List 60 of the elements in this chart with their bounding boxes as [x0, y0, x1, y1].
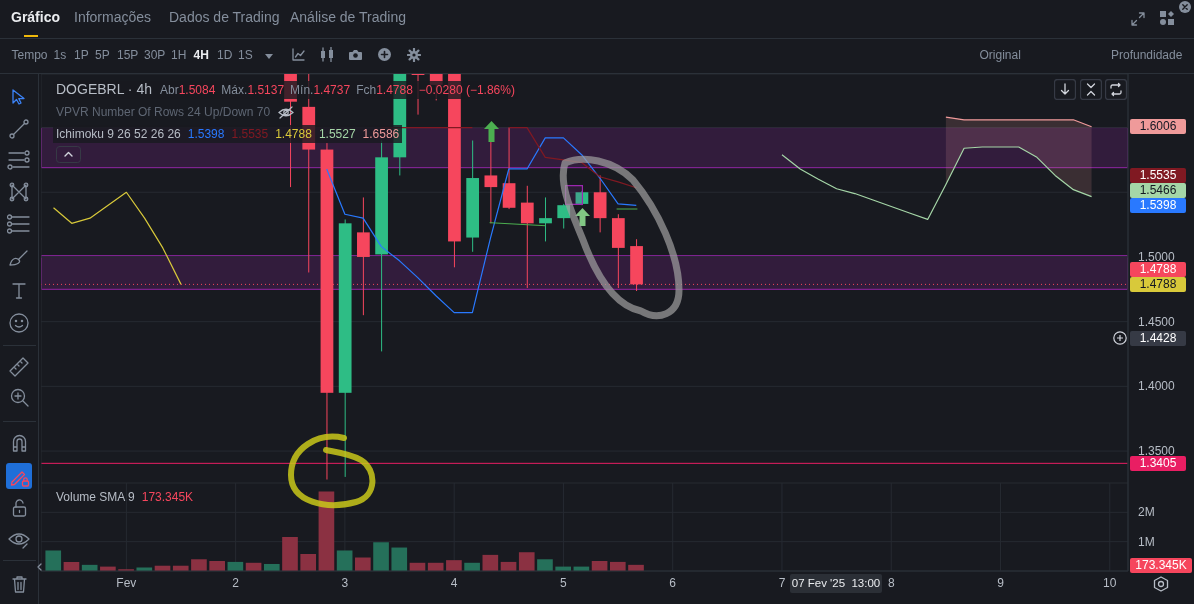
x-tick-label: Fev: [116, 576, 137, 590]
text: Informações: [74, 8, 152, 26]
annotation: 1.4737: [313, 83, 351, 97]
annotation: 1.6586: [362, 127, 400, 141]
x-tick-label: 3: [341, 576, 349, 590]
y-tick-label: 1.5000: [1138, 249, 1176, 264]
x-tick-label: 8: [887, 576, 895, 590]
text: 1.4788: [1130, 276, 1186, 292]
annotation: 173.345K: [141, 490, 194, 504]
x-tick-label: 6: [669, 576, 677, 590]
ref-line-label: 1.3405: [1130, 455, 1186, 471]
annotation: 1.5535: [231, 127, 269, 141]
text: 4H: [193, 47, 209, 63]
text: Análise de Trading: [290, 8, 406, 26]
text: 1.5466: [1130, 182, 1186, 198]
text: DOGEBRL · 4h: [56, 81, 152, 97]
y-tick-label: 1M: [1138, 534, 1155, 549]
y-tick-label: 1.4000: [1138, 379, 1176, 394]
annotation: 1.5527: [318, 127, 356, 141]
annotation: 1.4788: [275, 127, 312, 141]
annotation: Fch: [356, 83, 377, 97]
text: VPVR Number Of Rows 24 Up/Down 70: [56, 105, 271, 119]
annotation: 1.5398: [187, 127, 225, 141]
text: 15P: [117, 47, 139, 63]
legend-title: Ichimoku 9 26 52 26 26: [56, 127, 181, 141]
y-tick-label: 2M: [1138, 505, 1155, 520]
text: 1D: [217, 47, 233, 63]
x-tick-label: 4: [450, 576, 458, 590]
annotation: −0.0280 (−1.86%): [418, 83, 515, 97]
x-tick-label: 7: [778, 576, 786, 590]
text: Profundidade: [1111, 47, 1183, 63]
text: 5P: [95, 47, 110, 63]
text: 1.5398: [1130, 197, 1186, 213]
annotation: Mín.: [290, 83, 314, 97]
text: 1P: [74, 47, 89, 63]
annotation: Máx.: [221, 83, 248, 97]
annotation: Abr: [159, 83, 179, 97]
text: Tempo: [11, 47, 48, 63]
text: 1S: [238, 47, 253, 63]
text: 1s: [53, 47, 67, 63]
text: 1.5535: [1130, 167, 1186, 183]
x-tick-label: 10: [1103, 576, 1117, 590]
text: Dados de Trading: [169, 8, 280, 26]
text: 173.345K: [1135, 557, 1187, 572]
annotation: 1.4788: [376, 83, 413, 97]
text: 1.4428: [1130, 330, 1186, 346]
text: Volume SMA 9: [56, 490, 135, 504]
text: 1H: [171, 47, 187, 63]
text: Gráfico: [11, 8, 61, 26]
x-tick-label: 2: [232, 576, 240, 590]
text: Original: [979, 47, 1021, 63]
annotation: 1.5084: [178, 83, 216, 97]
annotation: 1.5137: [247, 83, 285, 97]
x-tick-label: 9: [997, 576, 1005, 590]
ref-line-label: 1.4788: [1130, 261, 1186, 277]
text: 07 Fev '25 13:00: [790, 574, 882, 593]
text: 30P: [144, 47, 166, 63]
y-tick-label: 1.4500: [1138, 314, 1176, 329]
x-tick-label: 5: [560, 576, 568, 590]
text: 1.6006: [1130, 119, 1186, 135]
